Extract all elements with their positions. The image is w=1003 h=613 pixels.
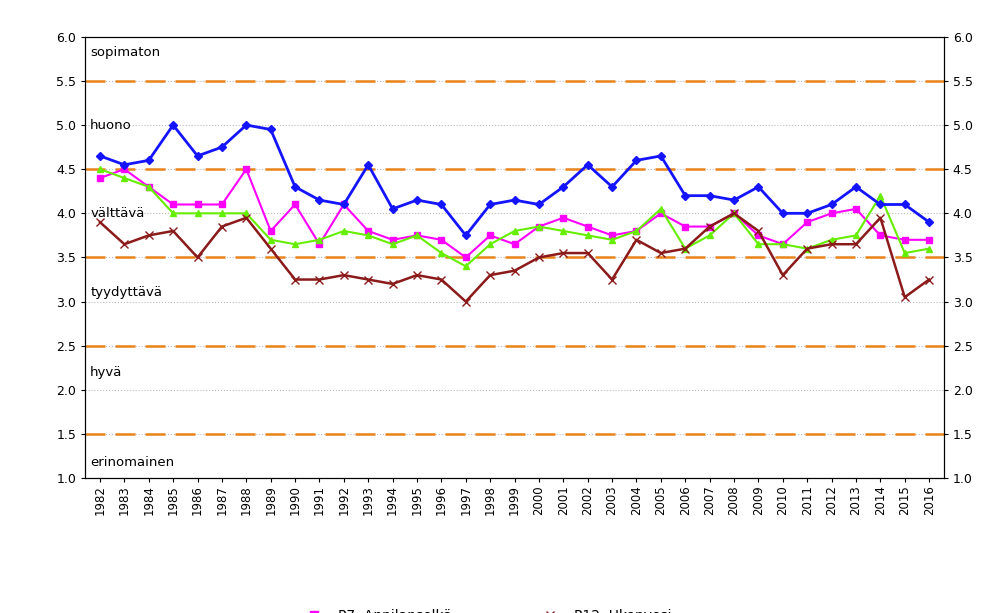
Text: välttävä: välttävä [90,207,144,220]
Text: sopimaton: sopimaton [90,46,160,59]
Text: hyvä: hyvä [90,366,122,379]
Text: tyydyttävä: tyydyttävä [90,286,162,299]
Text: erinomainen: erinomainen [90,455,175,469]
Legend: P7, Annilanselkä, P11, Kyyhkylänselkä, P12, Ukonvesi, P5, Lamposaarenselkä: P7, Annilanselkä, P11, Kyyhkylänselkä, P… [299,609,729,613]
Text: huono: huono [90,118,131,132]
